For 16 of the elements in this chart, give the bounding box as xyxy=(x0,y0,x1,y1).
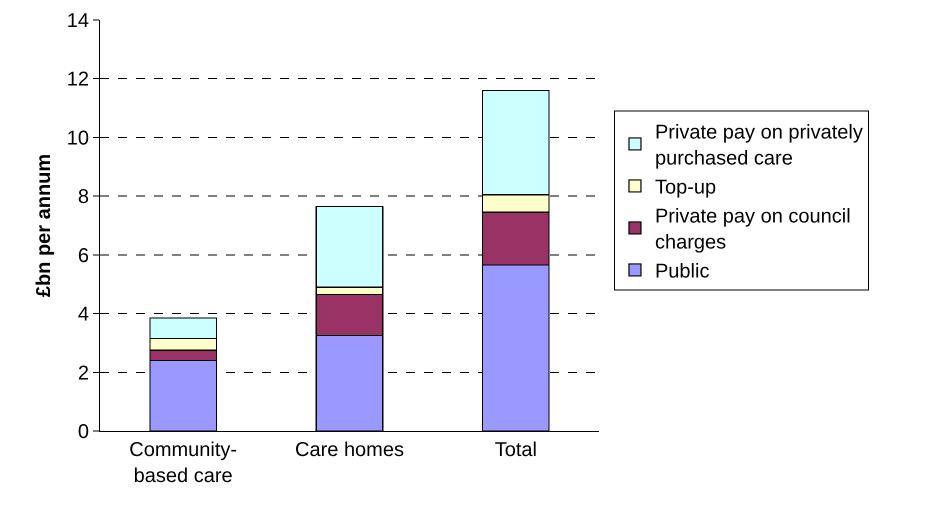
y-tick-label: 10 xyxy=(66,127,89,150)
y-tick-label: 6 xyxy=(78,244,89,267)
legend-label: Top-up xyxy=(654,176,716,199)
y-tick-label: 12 xyxy=(66,68,89,91)
y-tick-label: 0 xyxy=(78,421,89,443)
y-axis-title: £bn per annum xyxy=(33,154,55,298)
legend-label: Public xyxy=(654,260,710,283)
y-tick-label: 4 xyxy=(78,304,89,326)
x-tick-label: Total xyxy=(494,439,537,461)
legend-label: Private pay on privately purchased care xyxy=(654,122,863,170)
x-tick-label: Care homes xyxy=(295,439,404,461)
y-tick-label: 2 xyxy=(78,362,89,384)
y-tick-label: 14 xyxy=(66,10,89,32)
x-tick-label: Community-based care xyxy=(129,439,238,487)
y-tick-label: 8 xyxy=(78,186,89,208)
legend-label: Private pay on council charges xyxy=(654,206,851,254)
